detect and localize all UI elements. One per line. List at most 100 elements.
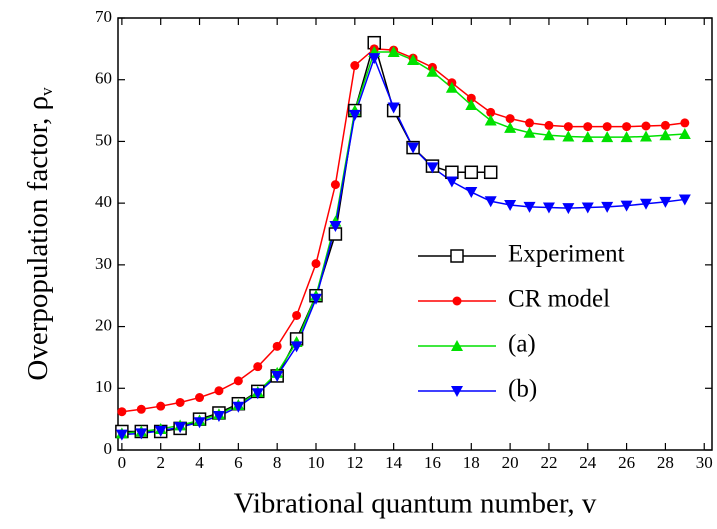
point bbox=[115, 429, 128, 441]
x-axis-label: Vibrational quantum number, v bbox=[234, 488, 597, 520]
legend-marker bbox=[450, 249, 464, 263]
point bbox=[640, 198, 652, 210]
y-axis-label-sub: v bbox=[37, 87, 56, 96]
point bbox=[232, 401, 245, 413]
point bbox=[426, 65, 439, 77]
point bbox=[445, 176, 458, 188]
point bbox=[290, 341, 303, 353]
point bbox=[523, 201, 536, 213]
series-line bbox=[121, 39, 491, 433]
point bbox=[678, 128, 691, 140]
legend-label: (b) bbox=[508, 376, 537, 403]
point bbox=[484, 114, 497, 126]
y-tick-label: 20 bbox=[95, 315, 112, 334]
point bbox=[214, 386, 224, 396]
legend-marker bbox=[451, 386, 463, 397]
point bbox=[660, 120, 670, 130]
point bbox=[466, 93, 476, 103]
y-tick-label: 60 bbox=[95, 69, 112, 88]
point bbox=[407, 142, 420, 154]
point bbox=[407, 53, 420, 65]
point bbox=[484, 196, 497, 208]
y-tick-label: 0 bbox=[104, 439, 113, 458]
point bbox=[542, 129, 555, 141]
y-tick-label: 30 bbox=[95, 254, 112, 273]
y-tick-label: 10 bbox=[95, 377, 112, 396]
x-tick-label: 26 bbox=[618, 453, 635, 472]
point bbox=[601, 131, 614, 143]
x-tick-label: 28 bbox=[657, 453, 674, 472]
point bbox=[523, 126, 536, 138]
point bbox=[212, 411, 225, 423]
point bbox=[193, 417, 206, 429]
legend-label: CR model bbox=[508, 286, 610, 313]
y-tick-label: 70 bbox=[95, 7, 112, 26]
point bbox=[563, 122, 573, 132]
point bbox=[195, 393, 205, 403]
x-tick-label: 10 bbox=[308, 453, 325, 472]
point bbox=[544, 120, 554, 130]
x-tick-label: 14 bbox=[385, 453, 403, 472]
legend-marker bbox=[451, 340, 463, 351]
point bbox=[620, 200, 633, 212]
point bbox=[330, 180, 340, 190]
point bbox=[465, 187, 478, 199]
point bbox=[233, 376, 243, 386]
x-tick-label: 22 bbox=[540, 453, 557, 472]
y-axis-label-main: Overpopulation factor, ρ bbox=[22, 96, 54, 381]
x-tick-label: 16 bbox=[424, 453, 441, 472]
point bbox=[620, 131, 633, 143]
x-tick-label: 2 bbox=[156, 453, 165, 472]
point bbox=[251, 388, 264, 400]
x-tick-label: 4 bbox=[195, 453, 204, 472]
plot-frame bbox=[117, 17, 713, 451]
point bbox=[368, 53, 381, 65]
point bbox=[583, 122, 593, 132]
point bbox=[426, 162, 439, 174]
point bbox=[622, 122, 632, 132]
point bbox=[525, 118, 535, 128]
x-tick-label: 12 bbox=[346, 453, 363, 472]
point bbox=[542, 202, 555, 214]
point bbox=[154, 425, 167, 437]
point bbox=[601, 201, 614, 213]
y-tick-label: 40 bbox=[95, 192, 112, 211]
point bbox=[641, 121, 651, 131]
point bbox=[464, 165, 479, 180]
x-tick-label: 8 bbox=[273, 453, 282, 472]
point bbox=[445, 165, 459, 180]
point bbox=[562, 130, 575, 142]
point bbox=[602, 122, 612, 132]
x-tick-label: 20 bbox=[502, 453, 519, 472]
series-line bbox=[121, 48, 685, 413]
point bbox=[311, 259, 321, 269]
point bbox=[483, 165, 498, 180]
x-tick-label: 30 bbox=[696, 453, 713, 472]
x-tick-label: 24 bbox=[579, 453, 597, 472]
point bbox=[387, 102, 400, 114]
x-tick-label: 6 bbox=[234, 453, 243, 472]
x-tick-label: 18 bbox=[463, 453, 480, 472]
point bbox=[486, 107, 496, 117]
point bbox=[640, 130, 652, 142]
point bbox=[504, 121, 517, 133]
point bbox=[292, 310, 302, 320]
point bbox=[136, 404, 146, 414]
point bbox=[465, 99, 478, 111]
point bbox=[156, 401, 166, 411]
point bbox=[581, 202, 594, 214]
legend-label: (a) bbox=[508, 331, 536, 358]
point bbox=[680, 118, 690, 128]
point bbox=[505, 114, 515, 124]
legend-marker bbox=[452, 296, 462, 306]
point bbox=[272, 341, 282, 351]
point bbox=[135, 428, 148, 440]
point bbox=[310, 293, 322, 305]
point bbox=[174, 422, 187, 434]
point bbox=[271, 370, 284, 382]
y-tick-label: 50 bbox=[95, 130, 112, 149]
legend-label: Experiment bbox=[508, 241, 625, 268]
point bbox=[350, 61, 360, 71]
point bbox=[678, 194, 691, 206]
